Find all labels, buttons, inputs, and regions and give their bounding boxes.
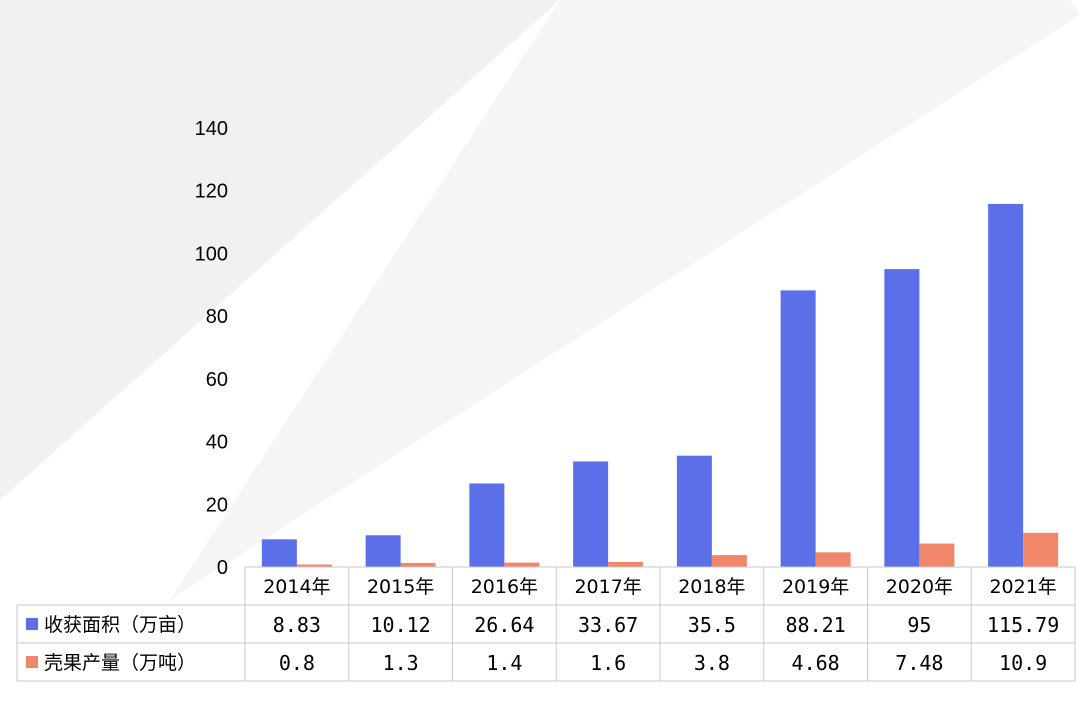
legend-key xyxy=(26,656,38,668)
bar-shell-yield xyxy=(504,562,540,567)
x-tick-label: 2021年 xyxy=(989,576,1056,598)
bar-harvest-area xyxy=(988,203,1024,567)
x-tick-label: 2017年 xyxy=(574,576,641,598)
data-label: 1.4 xyxy=(486,651,522,675)
legend-label: 壳果产量（万吨） xyxy=(44,652,196,674)
y-tick-label: 40 xyxy=(206,432,228,454)
y-tick-label: 0 xyxy=(217,557,228,579)
bar-shell-yield xyxy=(711,555,747,567)
y-axis: 0 20 40 60 80 100 120 140 xyxy=(195,118,228,579)
data-label: 7.48 xyxy=(895,651,943,675)
data-label: 115.79 xyxy=(987,613,1059,637)
data-label: 88.21 xyxy=(786,613,846,637)
bars xyxy=(261,203,1059,567)
bar-harvest-area xyxy=(573,461,609,567)
bar-harvest-area xyxy=(261,539,297,567)
data-label: 35.5 xyxy=(688,613,736,637)
data-label: 1.6 xyxy=(590,651,626,675)
x-tick-label: 2014年 xyxy=(263,576,330,598)
x-tick-label: 2016年 xyxy=(471,576,538,598)
bar-shell-yield xyxy=(1023,532,1059,567)
y-tick-label: 20 xyxy=(206,494,228,516)
y-tick-label: 80 xyxy=(206,306,228,328)
y-tick-label: 120 xyxy=(195,181,228,203)
legend-label: 收获面积（万亩） xyxy=(44,614,196,636)
data-label: 0.8 xyxy=(279,651,315,675)
y-tick-label: 60 xyxy=(206,369,228,391)
legend-key xyxy=(26,618,38,630)
bar-harvest-area xyxy=(780,290,816,567)
data-label: 3.8 xyxy=(694,651,730,675)
x-tick-label: 2015年 xyxy=(367,576,434,598)
x-tick-label: 2020年 xyxy=(886,576,953,598)
bar-shell-yield xyxy=(815,552,851,567)
data-label: 95 xyxy=(907,613,931,637)
data-label: 8.83 xyxy=(273,613,321,637)
x-tick-label: 2018年 xyxy=(678,576,745,598)
data-label: 26.64 xyxy=(474,613,534,637)
bar-shell-yield xyxy=(919,543,955,567)
bar-harvest-area xyxy=(884,269,920,567)
data-label: 10.12 xyxy=(371,613,431,637)
y-tick-label: 140 xyxy=(195,118,228,140)
data-table: 2014年 2015年 2016年 2017年 2018年 2019年 2020年 2021年… xyxy=(16,566,1076,682)
bar-shell-yield xyxy=(608,561,644,567)
data-label: 1.3 xyxy=(383,651,419,675)
bar-harvest-area xyxy=(676,455,712,567)
x-tick-label: 2019年 xyxy=(782,576,849,598)
bar-harvest-area xyxy=(365,535,401,567)
bar-shell-yield xyxy=(296,564,332,567)
y-tick-label: 100 xyxy=(195,243,228,265)
data-label: 10.9 xyxy=(999,651,1047,675)
bar-shell-yield xyxy=(400,562,436,567)
data-label: 33.67 xyxy=(578,613,638,637)
data-label: 4.68 xyxy=(792,651,840,675)
bar-harvest-area xyxy=(469,483,505,567)
